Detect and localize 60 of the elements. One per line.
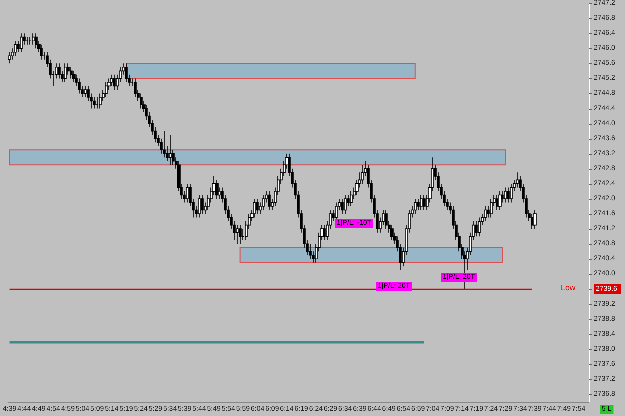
candlestick	[323, 224, 326, 241]
candlestick	[163, 130, 166, 158]
candlestick	[93, 97, 96, 110]
candlestick	[417, 198, 420, 211]
candlestick	[309, 244, 312, 260]
candlestick	[504, 187, 507, 204]
candlestick	[96, 97, 99, 110]
candlestick	[35, 33, 38, 50]
candlestick	[262, 194, 265, 211]
candlestick	[186, 184, 189, 204]
candlestick	[516, 172, 519, 188]
candlestick	[253, 198, 256, 218]
candlestick	[29, 36, 32, 46]
candlestick	[256, 198, 259, 214]
candlestick	[8, 52, 11, 64]
candlestick	[350, 191, 353, 207]
candlestick	[26, 36, 29, 46]
candlestick	[341, 198, 344, 214]
candlestick	[475, 221, 478, 237]
candlestick	[32, 33, 35, 46]
candlestick	[423, 194, 426, 211]
candlestick	[70, 67, 73, 80]
candlestick	[239, 224, 242, 245]
candlestick	[140, 93, 143, 110]
candlestick	[507, 187, 510, 204]
candlestick	[498, 191, 502, 211]
candlestick	[78, 78, 81, 94]
candlestick	[134, 78, 137, 98]
candlestick	[113, 74, 116, 90]
candlestick	[215, 180, 219, 200]
candlestick	[125, 63, 128, 83]
candlestick	[533, 210, 537, 230]
candlestick	[64, 63, 67, 83]
candlestick	[58, 63, 61, 80]
candlestick	[344, 194, 347, 214]
candlestick	[169, 134, 172, 166]
candlestick	[390, 224, 394, 241]
candlestick	[420, 194, 423, 211]
candlestick	[484, 206, 487, 222]
candlestick	[72, 70, 76, 83]
candlestick	[478, 217, 481, 237]
candlestick	[496, 194, 499, 211]
candlestick	[268, 191, 271, 211]
candlestick	[335, 202, 338, 222]
candlestick	[40, 44, 43, 60]
candlestick	[14, 40, 17, 57]
candlestick	[84, 86, 87, 98]
candlestick	[201, 194, 204, 214]
ref-line-label: Low	[561, 284, 576, 293]
candlestick	[510, 184, 513, 204]
candlestick	[20, 33, 23, 53]
candlestick	[198, 194, 201, 218]
candlestick	[99, 93, 102, 110]
candlestick	[105, 82, 108, 98]
candlestick	[385, 210, 388, 230]
candlestick	[236, 224, 239, 245]
candlestick	[110, 74, 113, 87]
candlestick	[490, 198, 493, 218]
candlestick	[414, 198, 417, 214]
candlestick	[361, 164, 364, 184]
